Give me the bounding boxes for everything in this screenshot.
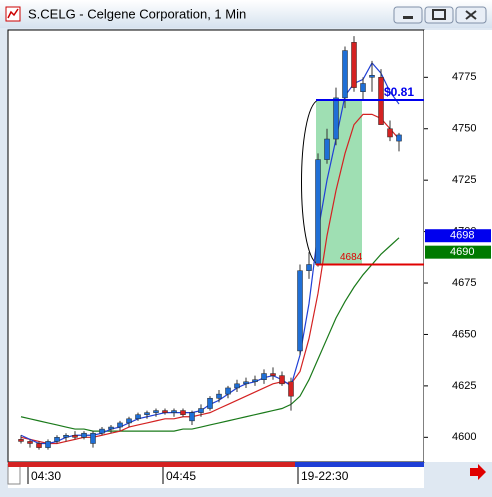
y-tick-label: 4750 <box>452 123 476 135</box>
candle-body <box>27 441 33 444</box>
candle-body <box>243 381 249 385</box>
x-tick-label: 04:45 <box>166 469 196 483</box>
candle-body <box>90 432 96 444</box>
price-badge <box>425 229 491 243</box>
candle-body <box>351 42 357 88</box>
candle-body <box>162 410 168 413</box>
candle-body <box>369 75 375 78</box>
candle-body <box>18 439 24 442</box>
candle-body <box>360 83 366 92</box>
candle-body <box>261 373 267 380</box>
ellipse-annotation <box>301 99 319 265</box>
candle-body <box>180 410 186 415</box>
candle-body <box>396 134 402 142</box>
x-tick-label: 19-22:30 <box>301 469 349 483</box>
candle-body <box>216 393 222 399</box>
candle-body <box>315 159 321 265</box>
maximize-button[interactable] <box>424 6 454 24</box>
candle-body <box>99 428 105 434</box>
x-tick-label: 04:30 <box>31 469 61 483</box>
candle-body <box>135 414 141 420</box>
window-icon <box>5 6 21 22</box>
candle-body <box>297 270 303 352</box>
candle-body <box>288 381 294 397</box>
candle-body <box>171 410 177 413</box>
level-label: $0.81 <box>384 85 414 99</box>
candle-body <box>342 50 348 99</box>
candle-body <box>225 387 231 395</box>
candle-body <box>153 410 159 413</box>
candle-body <box>207 397 213 409</box>
candle-body <box>234 383 240 389</box>
plot: $0.81 4684 <box>18 36 424 450</box>
scroll-arrow[interactable] <box>470 464 486 480</box>
y-tick-label: 4600 <box>452 431 476 443</box>
candle-body <box>306 264 312 271</box>
candle-body <box>387 128 393 138</box>
candle-body <box>378 77 384 125</box>
price-badge-label: 4690 <box>450 246 474 258</box>
candle-body <box>144 412 150 415</box>
candle-body <box>333 97 339 140</box>
y-tick-label: 4625 <box>452 380 476 392</box>
candle-body <box>324 138 330 160</box>
moving-average <box>20 237 400 432</box>
candle-body <box>252 379 258 383</box>
candle-body <box>108 426 114 430</box>
candle-body <box>72 435 78 438</box>
candle-body <box>189 412 195 422</box>
candle-body <box>63 435 69 438</box>
session-strip <box>8 462 295 467</box>
price-badge-label: 4698 <box>450 230 474 242</box>
candle-body <box>126 418 132 424</box>
candle-body <box>117 422 123 428</box>
minimize-button[interactable] <box>393 6 423 24</box>
session-strip <box>295 462 424 467</box>
candle-body <box>270 373 276 376</box>
y-tick-label: 4650 <box>452 328 476 340</box>
candle-body <box>198 408 204 413</box>
candle-body <box>36 443 42 448</box>
y-tick-label: 4725 <box>452 174 476 186</box>
close-button[interactable] <box>455 6 487 24</box>
candle-body <box>45 441 51 448</box>
level-label: 4684 <box>340 252 363 263</box>
candle-body <box>81 432 87 438</box>
window-title: S.CELG - Celgene Corporation, 1 Min <box>28 6 246 21</box>
y-tick-label: 4675 <box>452 277 476 289</box>
candle-body <box>54 437 60 442</box>
candle-body <box>279 375 285 385</box>
price-badge <box>425 245 491 259</box>
y-tick-label: 4775 <box>452 71 476 83</box>
